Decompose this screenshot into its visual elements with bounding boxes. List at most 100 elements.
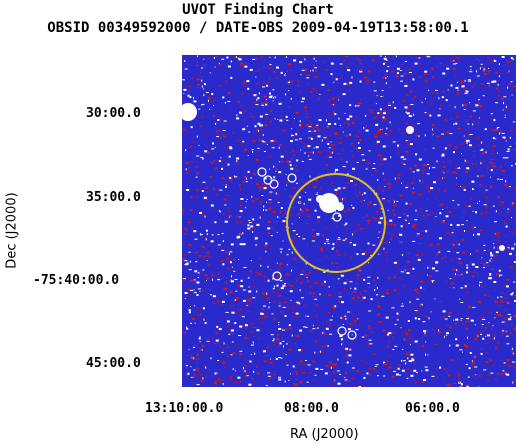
noise-pixel	[389, 129, 392, 132]
noise-pixel	[413, 113, 414, 116]
noise-pixel	[388, 111, 390, 114]
noise-pixel	[212, 187, 215, 190]
noise-pixel	[192, 289, 194, 291]
noise-pixel	[424, 169, 426, 171]
noise-pixel	[313, 129, 315, 131]
noise-pixel	[249, 331, 253, 333]
noise-pixel	[413, 124, 415, 126]
noise-pixel	[431, 123, 435, 126]
noise-pixel	[316, 92, 320, 94]
noise-pixel	[505, 105, 507, 108]
noise-pixel	[188, 167, 192, 169]
noise-pixel	[272, 96, 274, 99]
noise-pixel	[269, 191, 273, 193]
noise-pixel	[185, 263, 189, 266]
noise-pixel	[184, 173, 185, 175]
noise-pixel	[466, 292, 469, 293]
noise-pixel	[383, 361, 386, 364]
noise-pixel	[498, 63, 500, 66]
bright-star	[406, 126, 414, 134]
noise-pixel	[493, 80, 497, 83]
noise-pixel	[368, 109, 372, 111]
noise-pixel	[346, 228, 348, 230]
noise-pixel	[297, 302, 301, 305]
noise-pixel	[219, 338, 221, 340]
noise-pixel	[474, 366, 478, 368]
noise-pixel	[303, 364, 306, 366]
noise-pixel	[405, 122, 408, 125]
noise-pixel	[225, 257, 229, 259]
noise-pixel	[453, 382, 457, 384]
noise-pixel	[383, 178, 387, 180]
noise-pixel	[511, 361, 515, 363]
noise-pixel	[385, 77, 387, 79]
noise-pixel	[254, 237, 258, 240]
noise-pixel	[225, 184, 227, 186]
noise-pixel	[307, 216, 310, 217]
noise-pixel	[434, 217, 437, 219]
noise-pixel	[442, 72, 446, 75]
noise-pixel	[291, 134, 293, 137]
noise-pixel	[362, 296, 365, 298]
noise-pixel	[386, 187, 388, 189]
noise-pixel	[269, 377, 272, 380]
noise-pixel	[225, 311, 229, 313]
noise-pixel	[343, 60, 346, 61]
noise-pixel	[256, 290, 258, 293]
noise-pixel	[269, 92, 271, 95]
noise-pixel	[289, 239, 293, 241]
noise-pixel	[313, 74, 315, 76]
noise-pixel	[235, 162, 239, 164]
noise-pixel	[464, 93, 468, 94]
noise-pixel	[315, 193, 318, 195]
noise-pixel	[218, 64, 222, 66]
noise-pixel	[299, 201, 301, 203]
noise-pixel	[280, 207, 283, 209]
noise-pixel	[380, 96, 383, 97]
noise-pixel	[354, 385, 357, 387]
noise-pixel	[414, 219, 418, 221]
noise-pixel	[475, 59, 479, 61]
noise-pixel	[414, 310, 418, 311]
noise-pixel	[217, 279, 221, 281]
noise-pixel	[382, 116, 385, 119]
noise-pixel	[407, 351, 410, 353]
noise-pixel	[252, 297, 256, 299]
noise-pixel	[493, 281, 497, 283]
noise-pixel	[390, 69, 392, 70]
noise-pixel	[367, 286, 371, 288]
noise-pixel	[473, 233, 475, 236]
noise-pixel	[381, 287, 382, 289]
noise-pixel	[193, 289, 195, 291]
noise-pixel	[204, 215, 206, 218]
noise-pixel	[388, 104, 391, 106]
noise-pixel	[491, 260, 493, 263]
noise-pixel	[298, 138, 302, 140]
noise-pixel	[376, 287, 378, 289]
noise-pixel	[445, 99, 448, 102]
noise-pixel	[502, 136, 506, 139]
noise-pixel	[256, 329, 260, 332]
noise-pixel	[506, 373, 510, 376]
noise-pixel	[368, 265, 370, 267]
noise-pixel	[304, 58, 306, 61]
noise-pixel	[319, 350, 321, 353]
noise-pixel	[424, 74, 428, 75]
noise-pixel	[464, 287, 467, 289]
noise-pixel	[452, 229, 456, 231]
noise-pixel	[354, 287, 357, 290]
noise-pixel	[414, 62, 418, 65]
noise-pixel	[286, 182, 289, 183]
noise-pixel	[358, 102, 362, 105]
noise-pixel	[357, 147, 361, 149]
noise-pixel	[412, 225, 416, 228]
noise-pixel	[416, 310, 419, 313]
noise-pixel	[266, 144, 268, 146]
noise-pixel	[325, 164, 329, 167]
noise-pixel	[259, 189, 261, 192]
noise-pixel	[229, 378, 232, 379]
noise-pixel	[457, 300, 459, 302]
noise-pixel	[217, 189, 220, 191]
noise-pixel	[281, 329, 285, 331]
noise-pixel	[273, 210, 276, 213]
